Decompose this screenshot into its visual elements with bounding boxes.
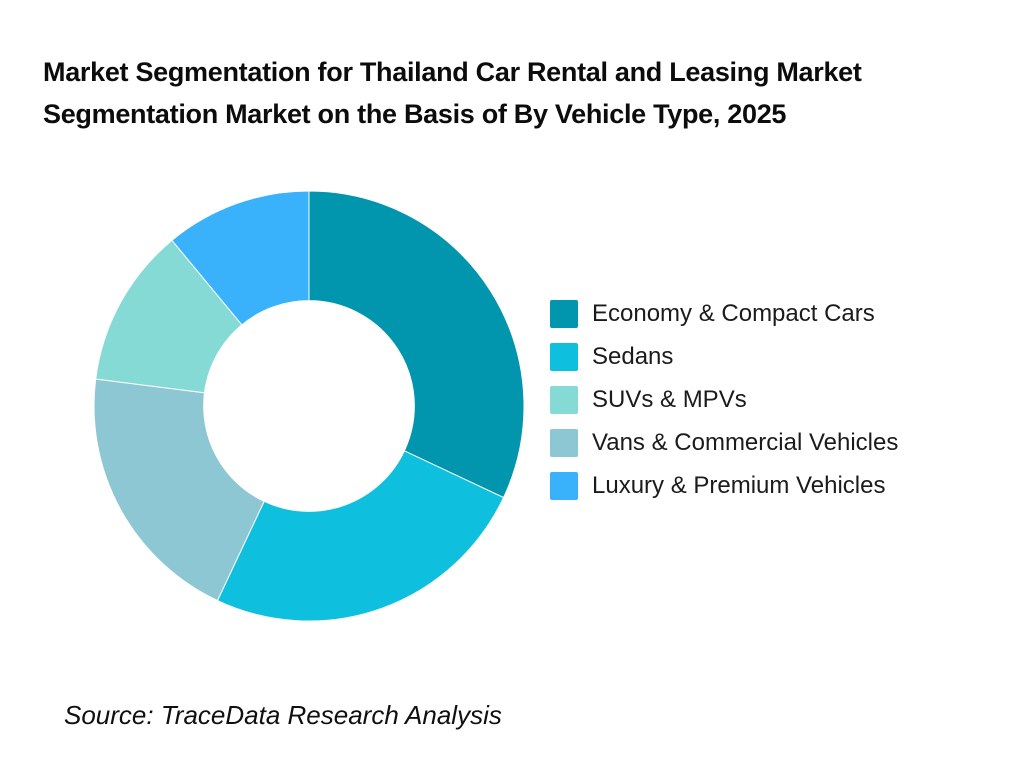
legend-label: Luxury & Premium Vehicles (592, 471, 886, 499)
legend-item: Vans & Commercial Vehicles (550, 421, 898, 464)
legend-swatch (550, 385, 578, 414)
legend-swatch (550, 342, 578, 371)
chart-title-line1: Market Segmentation for Thailand Car Ren… (43, 57, 862, 87)
legend-swatch (550, 471, 578, 500)
legend-swatch (550, 428, 578, 457)
legend-label: SUVs & MPVs (592, 385, 747, 413)
donut-slice-vans-commercial-vehicles (94, 378, 265, 602)
donut-slice-economy-compact-cars (308, 191, 524, 499)
donut-slice-luxury-premium-vehicles (171, 191, 310, 326)
legend-item: Sedans (550, 335, 898, 378)
legend-label: Sedans (592, 342, 674, 370)
donut-chart (94, 191, 524, 621)
legend: Economy & Compact Cars Sedans SUVs & MPV… (550, 292, 898, 507)
legend-item: SUVs & MPVs (550, 378, 898, 421)
legend-item: Luxury & Premium Vehicles (550, 464, 898, 507)
legend-item: Economy & Compact Cars (550, 292, 898, 335)
legend-label: Vans & Commercial Vehicles (592, 428, 899, 456)
legend-label: Economy & Compact Cars (592, 299, 875, 327)
chart-title-line2: Segmentation Market on the Basis of By V… (43, 99, 787, 129)
donut-slice-sedans (216, 450, 505, 621)
chart-title: Market Segmentation for Thailand Car Ren… (43, 51, 1003, 135)
legend-swatch (550, 299, 578, 328)
source-note: Source: TraceData Research Analysis (64, 700, 502, 730)
